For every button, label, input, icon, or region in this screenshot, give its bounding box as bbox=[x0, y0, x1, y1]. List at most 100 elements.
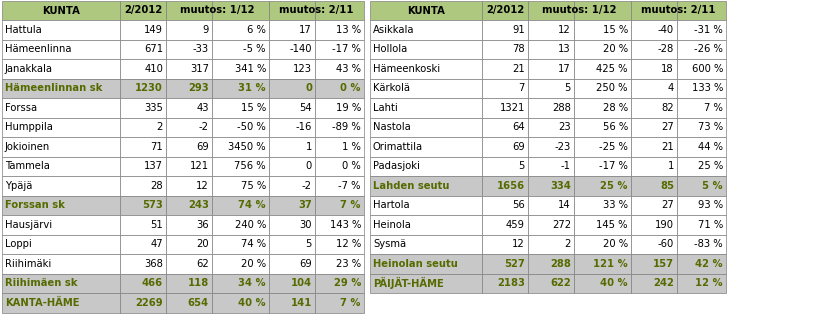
Bar bbox=[2, 273, 120, 293]
Text: Loppi: Loppi bbox=[5, 239, 32, 249]
Text: 334: 334 bbox=[550, 181, 571, 191]
Text: 1656: 1656 bbox=[497, 181, 525, 191]
Bar bbox=[269, 293, 315, 313]
Text: 20 %: 20 % bbox=[603, 239, 628, 249]
Bar bbox=[212, 137, 269, 157]
Text: Hämeenlinnan sk: Hämeenlinnan sk bbox=[5, 83, 102, 93]
Text: -2: -2 bbox=[302, 181, 312, 191]
Bar bbox=[631, 39, 677, 59]
Bar bbox=[315, 79, 364, 98]
Text: 2/2012: 2/2012 bbox=[486, 6, 525, 15]
Bar bbox=[631, 79, 677, 98]
Text: 3450 %: 3450 % bbox=[229, 142, 266, 152]
Text: Hämeenkoski: Hämeenkoski bbox=[373, 64, 440, 74]
Bar bbox=[482, 20, 528, 39]
Bar bbox=[677, 157, 726, 176]
Text: 71 %: 71 % bbox=[698, 220, 723, 230]
Text: 85: 85 bbox=[660, 181, 674, 191]
Text: 91: 91 bbox=[512, 25, 525, 35]
Text: 425 %: 425 % bbox=[596, 64, 628, 74]
Bar bbox=[315, 39, 364, 59]
Text: 2: 2 bbox=[157, 122, 163, 132]
Text: 622: 622 bbox=[551, 278, 571, 288]
Bar bbox=[212, 39, 269, 59]
Bar bbox=[212, 157, 269, 176]
Bar bbox=[370, 215, 482, 235]
Text: 19 %: 19 % bbox=[336, 103, 361, 113]
Bar bbox=[528, 137, 574, 157]
Bar bbox=[574, 98, 631, 117]
Text: 27: 27 bbox=[661, 200, 674, 210]
Bar bbox=[528, 215, 574, 235]
Text: 74 %: 74 % bbox=[239, 200, 266, 210]
Bar bbox=[528, 273, 574, 293]
Bar bbox=[574, 20, 631, 39]
Text: 69: 69 bbox=[196, 142, 209, 152]
Text: 121 %: 121 % bbox=[593, 259, 628, 269]
Text: 73 %: 73 % bbox=[698, 122, 723, 132]
Bar bbox=[370, 20, 482, 39]
Text: Hattula: Hattula bbox=[5, 25, 42, 35]
Text: 37: 37 bbox=[298, 200, 312, 210]
Bar bbox=[269, 215, 315, 235]
Bar bbox=[677, 79, 726, 98]
Text: 288: 288 bbox=[550, 259, 571, 269]
Text: 74 %: 74 % bbox=[241, 239, 266, 249]
Text: 15 %: 15 % bbox=[603, 25, 628, 35]
Bar bbox=[370, 157, 482, 176]
Text: -31 %: -31 % bbox=[694, 25, 723, 35]
Text: 1230: 1230 bbox=[136, 83, 163, 93]
Bar bbox=[315, 293, 364, 313]
Bar bbox=[370, 117, 482, 137]
Bar bbox=[677, 117, 726, 137]
Bar bbox=[166, 20, 212, 39]
Bar bbox=[120, 157, 166, 176]
Text: -7 %: -7 % bbox=[338, 181, 361, 191]
Bar bbox=[2, 195, 120, 215]
Text: -1: -1 bbox=[561, 161, 571, 171]
Bar bbox=[574, 137, 631, 157]
Bar bbox=[631, 254, 677, 273]
Text: 23 %: 23 % bbox=[336, 259, 361, 269]
Text: 600 %: 600 % bbox=[692, 64, 723, 74]
Bar bbox=[574, 195, 631, 215]
Bar bbox=[166, 39, 212, 59]
Bar bbox=[370, 59, 482, 79]
Text: 368: 368 bbox=[144, 259, 163, 269]
Text: 527: 527 bbox=[504, 259, 525, 269]
Text: Hämeenlinna: Hämeenlinna bbox=[5, 44, 72, 54]
Bar bbox=[482, 254, 528, 273]
Bar bbox=[574, 254, 631, 273]
Bar bbox=[315, 254, 364, 273]
Bar bbox=[120, 254, 166, 273]
Bar bbox=[482, 1, 528, 20]
Bar bbox=[2, 137, 120, 157]
Text: 654: 654 bbox=[188, 298, 209, 308]
Bar bbox=[269, 59, 315, 79]
Text: Kärkolä: Kärkolä bbox=[373, 83, 410, 93]
Text: 43 %: 43 % bbox=[336, 64, 361, 74]
Bar bbox=[631, 235, 677, 254]
Text: 64: 64 bbox=[512, 122, 525, 132]
Text: 36: 36 bbox=[196, 220, 209, 230]
Bar bbox=[370, 254, 482, 273]
Bar bbox=[528, 254, 574, 273]
Text: 28: 28 bbox=[150, 181, 163, 191]
Text: 341 %: 341 % bbox=[234, 64, 266, 74]
Bar bbox=[482, 273, 528, 293]
Bar bbox=[677, 176, 726, 195]
Text: 62: 62 bbox=[196, 259, 209, 269]
Text: -23: -23 bbox=[555, 142, 571, 152]
Bar bbox=[166, 59, 212, 79]
Bar bbox=[120, 137, 166, 157]
Text: 47: 47 bbox=[150, 239, 163, 249]
Bar bbox=[315, 235, 364, 254]
Text: 1: 1 bbox=[306, 142, 312, 152]
Bar bbox=[269, 1, 315, 20]
Bar bbox=[2, 1, 120, 20]
Bar bbox=[166, 195, 212, 215]
Text: 51: 51 bbox=[150, 220, 163, 230]
Text: 5: 5 bbox=[565, 83, 571, 93]
Text: -40: -40 bbox=[658, 25, 674, 35]
Bar bbox=[166, 215, 212, 235]
